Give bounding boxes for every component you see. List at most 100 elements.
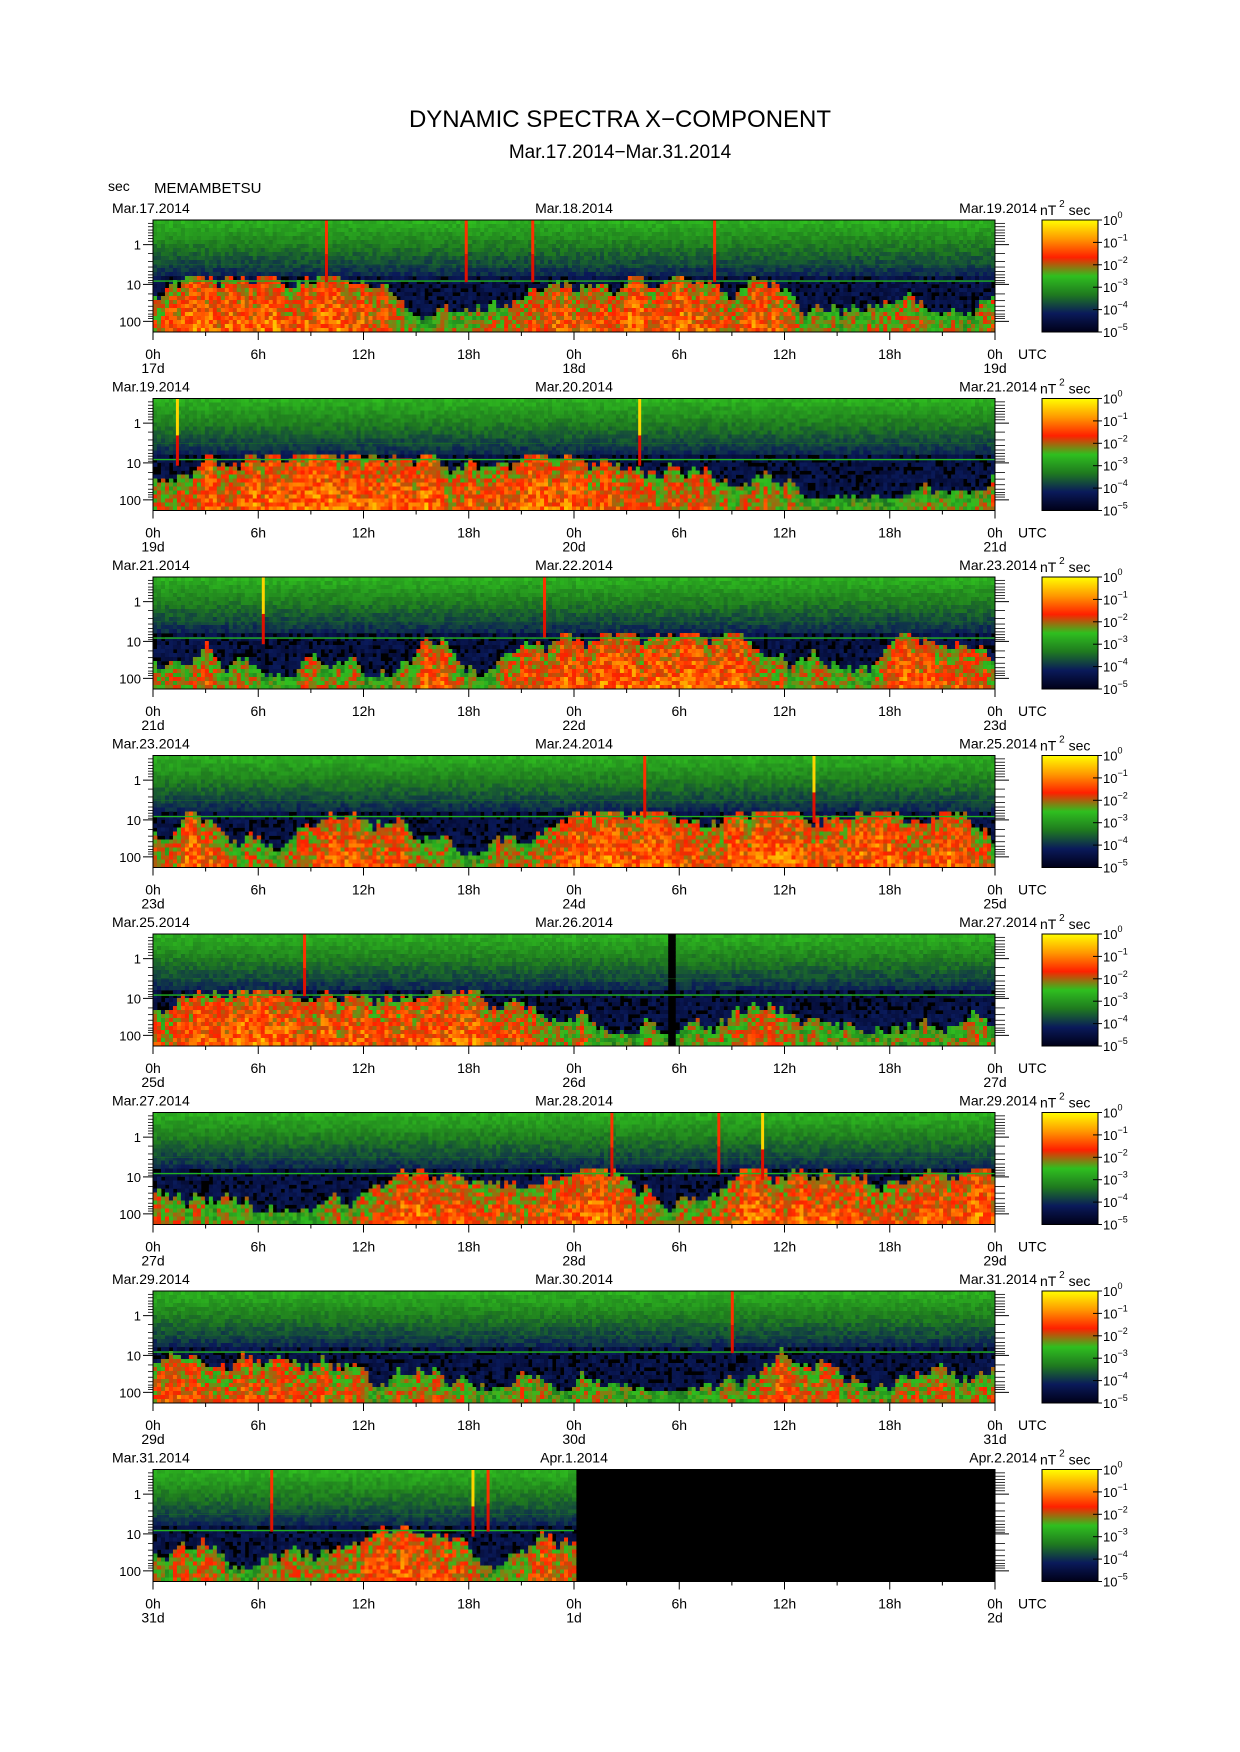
spectrogram-cell bbox=[153, 232, 157, 236]
spectrogram-cell bbox=[448, 244, 452, 248]
spectrogram-cell bbox=[484, 244, 488, 248]
spectrogram-cell bbox=[504, 252, 508, 256]
spectrogram-cell bbox=[520, 248, 524, 252]
spectrogram-cell bbox=[189, 292, 193, 296]
spectrogram-cell bbox=[372, 248, 376, 252]
spectrogram-cell bbox=[468, 236, 472, 240]
spectrogram-cell bbox=[221, 224, 225, 228]
spectrogram-cell bbox=[317, 228, 321, 232]
spectrogram-cell bbox=[245, 256, 249, 260]
spectrogram-cell bbox=[496, 308, 500, 312]
spectrogram-cell bbox=[265, 308, 269, 312]
spectrogram-cell bbox=[321, 312, 325, 316]
spectrogram-cell bbox=[488, 324, 492, 328]
spectrogram-cell bbox=[161, 232, 165, 236]
spectrogram-cell bbox=[540, 228, 544, 232]
spectrogram-cell bbox=[345, 288, 349, 292]
spectrogram-cell bbox=[536, 224, 540, 228]
spectrogram-cell bbox=[504, 324, 508, 328]
spectrogram-cell bbox=[293, 324, 297, 328]
spectrogram-cell bbox=[400, 304, 404, 308]
spectrogram-cell bbox=[185, 260, 189, 264]
spectrogram-cell bbox=[253, 252, 257, 256]
spectrogram-cell bbox=[345, 248, 349, 252]
spectrogram-cell bbox=[484, 324, 488, 328]
spectrogram-cell bbox=[568, 316, 572, 320]
spectrogram-cell bbox=[404, 312, 408, 316]
spectrogram-cell bbox=[321, 288, 325, 292]
spectrogram-cell bbox=[221, 288, 225, 292]
spectrogram-cell bbox=[368, 292, 372, 296]
spectrogram-cell bbox=[472, 316, 476, 320]
spectrogram-cell bbox=[376, 288, 380, 292]
spectrogram-cell bbox=[416, 272, 420, 276]
spectrogram-cell bbox=[412, 268, 416, 272]
spectrogram-cell bbox=[388, 296, 392, 300]
spectrogram-cell bbox=[496, 320, 500, 324]
spectrogram-cell bbox=[289, 304, 293, 308]
spectrogram-cell bbox=[396, 284, 400, 288]
spectrogram-cell bbox=[289, 276, 293, 280]
spectrogram-cell bbox=[424, 244, 428, 248]
spectrogram-cell bbox=[193, 284, 197, 288]
spectrogram-cell bbox=[361, 304, 365, 308]
spectrogram-cell bbox=[404, 248, 408, 252]
spectrogram-cell bbox=[261, 276, 265, 280]
spectrogram-cell bbox=[452, 268, 456, 272]
spectrogram-cell bbox=[416, 248, 420, 252]
spectrogram-cell bbox=[484, 312, 488, 316]
spectrogram-cell bbox=[516, 244, 520, 248]
spectrogram-cell bbox=[177, 260, 181, 264]
spectrogram-cell bbox=[380, 296, 384, 300]
spectrogram-cell bbox=[181, 300, 185, 304]
spectrogram-cell bbox=[460, 232, 464, 236]
spectrogram-cell bbox=[197, 276, 201, 280]
spectrogram-cell bbox=[500, 320, 504, 324]
spectrogram-cell bbox=[372, 236, 376, 240]
spectrogram-cell bbox=[460, 260, 464, 264]
spectrogram-cell bbox=[524, 220, 528, 224]
spectrogram-cell bbox=[412, 252, 416, 256]
spectrogram-cell bbox=[460, 244, 464, 248]
spectrogram-cell bbox=[508, 316, 512, 320]
spectrogram-cell bbox=[217, 276, 221, 280]
spectrogram-cell bbox=[524, 296, 528, 300]
spectrogram-cell bbox=[512, 232, 516, 236]
spectrogram-cell bbox=[285, 312, 289, 316]
spectrogram-cell bbox=[341, 248, 345, 252]
spectrogram-cell bbox=[245, 308, 249, 312]
spectrogram-cell bbox=[548, 244, 552, 248]
spectrogram-cell bbox=[524, 312, 528, 316]
spectrogram-cell bbox=[301, 272, 305, 276]
spectrogram-cell bbox=[568, 320, 572, 324]
spectrogram-cell bbox=[205, 296, 209, 300]
spectrogram-cell bbox=[408, 276, 412, 280]
spectrogram-cell bbox=[508, 268, 512, 272]
spectrogram-cell bbox=[456, 224, 460, 228]
spectrogram-cell bbox=[556, 320, 560, 324]
spectrogram-cell bbox=[460, 296, 464, 300]
spectrogram-cell bbox=[177, 248, 181, 252]
spectrogram-cell bbox=[217, 220, 221, 224]
spectrogram-cell bbox=[568, 232, 572, 236]
spectrogram-cell bbox=[520, 236, 524, 240]
spectrogram-cell bbox=[153, 324, 157, 328]
spectrogram-cell bbox=[448, 288, 452, 292]
spectrogram-cell bbox=[221, 236, 225, 240]
spectrogram-cell bbox=[396, 248, 400, 252]
spectrogram-cell bbox=[341, 256, 345, 260]
spectrogram-cell bbox=[209, 292, 213, 296]
spectrogram-cell bbox=[293, 232, 297, 236]
spectrogram-cell bbox=[349, 316, 353, 320]
spectrogram-cell bbox=[492, 288, 496, 292]
spectrogram-cell bbox=[365, 320, 369, 324]
spectrogram-cell bbox=[265, 232, 269, 236]
spectrogram-cell bbox=[297, 288, 301, 292]
spectrogram-cell bbox=[540, 324, 544, 328]
spectrogram-cell bbox=[201, 296, 205, 300]
spectrogram-cell bbox=[512, 300, 516, 304]
spectrogram-cell bbox=[205, 228, 209, 232]
spectrogram-cell bbox=[357, 244, 361, 248]
spectrogram-cell bbox=[313, 232, 317, 236]
spectrogram-cell bbox=[365, 292, 369, 296]
